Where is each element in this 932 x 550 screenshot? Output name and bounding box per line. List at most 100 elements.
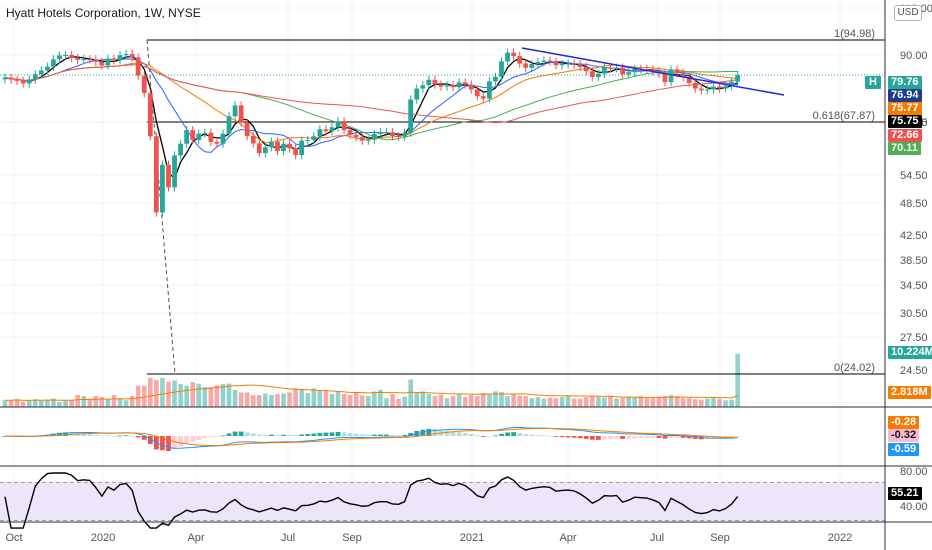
macd-histogram-bar xyxy=(499,434,504,436)
candle-body xyxy=(614,67,619,69)
volume-bar xyxy=(141,385,147,407)
price-pane[interactable]: 1(94.98) 0.618(67.87) 0(24.02) xyxy=(0,0,885,407)
candle-body xyxy=(44,66,50,71)
macd-histogram-bar xyxy=(632,436,638,439)
candle-body xyxy=(57,55,62,60)
volume-bar xyxy=(680,398,686,407)
macd-histogram-bar xyxy=(450,431,456,436)
volume-bar xyxy=(347,395,353,407)
macd-histogram-bar xyxy=(384,434,389,436)
volume-bar xyxy=(257,395,262,407)
volume-bar xyxy=(426,394,432,407)
volume-bar xyxy=(287,392,292,407)
candle-series xyxy=(2,48,741,217)
candle-body xyxy=(487,81,492,99)
macd-histogram-bar xyxy=(650,436,656,438)
candle-body xyxy=(378,132,383,134)
rsi-pane[interactable] xyxy=(0,472,885,529)
macd-histogram-bar xyxy=(426,428,432,436)
macd-histogram-bar xyxy=(93,434,99,436)
macd-histogram-bar xyxy=(735,436,741,437)
volume-bar xyxy=(250,395,256,407)
macd-histogram-bar xyxy=(662,436,668,439)
macd-histogram-bar xyxy=(226,433,232,436)
volume-series xyxy=(2,353,740,407)
volume-bar xyxy=(99,397,105,407)
macd-histogram-bar xyxy=(378,434,383,436)
price-tag: 70.11 xyxy=(888,142,921,155)
volume-bar xyxy=(577,398,583,407)
candle-body xyxy=(299,140,305,156)
price-tag: 75.77 xyxy=(888,102,922,115)
volume-bar xyxy=(123,400,129,407)
volume-bar xyxy=(323,390,329,407)
volume-bar xyxy=(57,401,62,407)
rsi-tick-label: 80.00 xyxy=(900,466,928,478)
candle-body xyxy=(692,83,698,89)
candle-body xyxy=(262,147,268,154)
macd-histogram-bar xyxy=(190,436,196,442)
macd-histogram-bar xyxy=(608,436,613,440)
candle-body xyxy=(178,143,183,156)
macd-histogram-bar xyxy=(141,436,147,440)
candle-body xyxy=(135,57,141,76)
volume-bar xyxy=(329,394,335,407)
price-tick-label: 34.50 xyxy=(900,280,928,292)
macd-histogram-bar xyxy=(529,434,535,436)
macd-histogram-bar xyxy=(220,435,226,437)
volume-bar xyxy=(541,398,547,407)
volume-bar xyxy=(220,384,226,407)
macd-histogram-bar xyxy=(680,436,686,438)
volume-bar xyxy=(644,398,650,407)
candle-body xyxy=(26,79,32,84)
trendline[interactable] xyxy=(0,47,885,96)
chart-title: Hyatt Hotels Corporation, 1W, NYSE xyxy=(6,6,201,20)
volume-bar xyxy=(414,392,420,407)
fib-level-label: 0(24.02) xyxy=(834,362,875,374)
volume-bar xyxy=(366,396,371,407)
volume-bar xyxy=(190,382,196,407)
candle-body xyxy=(293,148,299,156)
candle-body xyxy=(111,58,117,61)
candle-body xyxy=(571,63,577,65)
candle-body xyxy=(493,76,498,82)
macd-histogram-bar xyxy=(432,429,438,436)
macd-pane[interactable] xyxy=(2,427,741,451)
price-tick-label: 38.50 xyxy=(900,255,928,267)
macd-histogram-bar xyxy=(674,436,680,438)
macd-histogram-bar xyxy=(444,430,450,436)
volume-bar xyxy=(81,396,87,407)
grid xyxy=(0,0,885,522)
rsi-value-tag: 55.21 xyxy=(888,487,922,500)
currency-button[interactable]: USD xyxy=(894,5,922,21)
volume-bar xyxy=(263,393,268,407)
macd-histogram-bar xyxy=(359,434,365,436)
volume-bar xyxy=(656,396,662,407)
candle-body xyxy=(250,136,256,144)
candle-body xyxy=(353,134,359,138)
macd-histogram-bar xyxy=(275,435,280,436)
fib-retracement[interactable]: 1(94.98) 0.618(67.87) 0(24.02) xyxy=(146,28,885,375)
volume-bar xyxy=(184,385,189,407)
candle-body xyxy=(93,59,99,62)
volume-bar xyxy=(14,399,20,407)
macd-histogram-bar xyxy=(408,432,414,436)
candle-body xyxy=(577,64,583,68)
candle-body xyxy=(2,77,8,80)
candle-body xyxy=(214,141,220,144)
ma-green-line xyxy=(4,64,738,141)
volume-bar xyxy=(117,398,123,407)
candle-body xyxy=(650,69,656,72)
volume-bar xyxy=(686,398,692,407)
candle-body xyxy=(51,59,56,67)
volume-bar xyxy=(590,396,595,407)
macd-histogram-bar xyxy=(244,432,250,436)
macd-histogram-bar xyxy=(57,432,62,436)
macd-histogram-bar xyxy=(335,431,341,436)
macd-histogram-bar xyxy=(147,436,153,444)
candle-body xyxy=(480,96,486,99)
macd-histogram-bar xyxy=(390,434,395,436)
macd-histogram-bar xyxy=(281,434,286,436)
volume-bar xyxy=(269,395,274,407)
